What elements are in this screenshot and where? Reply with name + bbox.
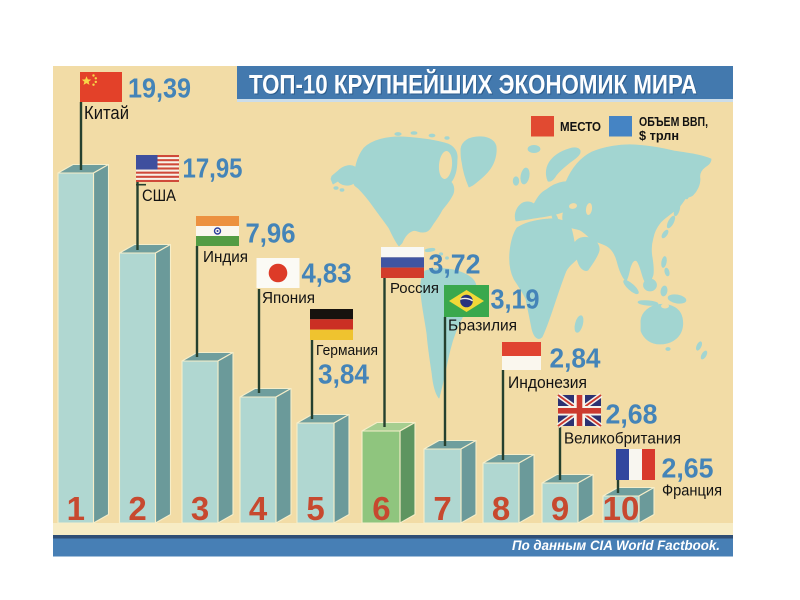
svg-text:10: 10 — [603, 490, 640, 527]
svg-text:3: 3 — [191, 490, 209, 527]
svg-text:2,65: 2,65 — [662, 453, 714, 484]
svg-text:2,84: 2,84 — [550, 343, 601, 374]
svg-text:4,83: 4,83 — [302, 258, 352, 289]
svg-text:Япония: Япония — [262, 290, 315, 307]
svg-text:1: 1 — [67, 490, 85, 527]
svg-text:$ трлн: $ трлн — [639, 128, 679, 143]
svg-text:17,95: 17,95 — [183, 153, 243, 184]
svg-text:Франция: Франция — [662, 483, 722, 500]
svg-text:ОБЪЕМ ВВП,: ОБЪЕМ ВВП, — [639, 114, 708, 129]
svg-text:3,19: 3,19 — [491, 284, 540, 315]
svg-text:5: 5 — [306, 490, 324, 527]
svg-text:ТОП-10 КРУПНЕЙШИХ ЭКОНОМИК МИР: ТОП-10 КРУПНЕЙШИХ ЭКОНОМИК МИРА — [249, 70, 697, 100]
svg-text:Россия: Россия — [390, 280, 439, 297]
svg-text:2,68: 2,68 — [606, 399, 658, 430]
svg-text:США: США — [142, 186, 177, 205]
svg-text:Бразилия: Бразилия — [448, 318, 517, 335]
svg-text:2: 2 — [128, 490, 146, 527]
svg-text:По данным CIA World Factbook.: По данным CIA World Factbook. — [512, 538, 720, 553]
svg-text:8: 8 — [492, 490, 510, 527]
svg-text:Германия: Германия — [316, 342, 378, 359]
svg-text:3,84: 3,84 — [318, 359, 369, 390]
svg-text:6: 6 — [372, 490, 390, 527]
svg-text:7,96: 7,96 — [246, 218, 296, 249]
svg-text:Индия: Индия — [203, 249, 248, 266]
svg-text:3,72: 3,72 — [429, 249, 481, 280]
svg-text:ТОП-10 КРУПНЕЙШИХ ЭКОНОМИК МИР: ТОП-10 КРУПНЕЙШИХ ЭКОНОМИК МИРА — [250, 71, 698, 101]
svg-text:Китай: Китай — [84, 103, 129, 123]
svg-text:9: 9 — [551, 490, 569, 527]
svg-text:19,39: 19,39 — [128, 73, 191, 104]
svg-text:7: 7 — [433, 490, 451, 527]
svg-text:4: 4 — [249, 490, 268, 527]
svg-text:Индонезия: Индонезия — [508, 373, 587, 392]
svg-text:МЕСТО: МЕСТО — [560, 119, 601, 134]
svg-text:Великобритания: Великобритания — [564, 431, 681, 448]
